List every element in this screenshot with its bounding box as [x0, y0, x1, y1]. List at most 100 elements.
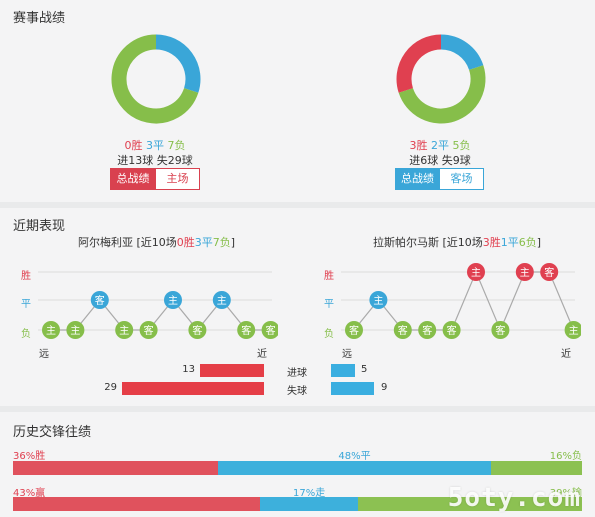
left-draws: 3平	[146, 139, 164, 152]
left-form-point[interactable]	[164, 291, 182, 309]
left-tab-overall[interactable]: 总战绩	[110, 168, 156, 190]
h2h-row1-draw-bar	[217, 461, 491, 475]
left-donut-loss-slice	[111, 34, 199, 124]
left-goals-for-bar	[200, 364, 264, 377]
left-form-point-label: 客	[144, 324, 154, 337]
left-record-summary: 0胜 3平 7负	[90, 137, 220, 153]
left-form-point-label: 客	[241, 324, 251, 337]
record-title: 赛事战绩	[13, 11, 66, 26]
left-donut-draw-slice	[155, 34, 201, 93]
left-goals-against-value: 29	[104, 382, 117, 393]
right-axis-near: 近	[561, 349, 571, 360]
right-form-point-label: 主	[520, 267, 530, 279]
right-form-point-label: 客	[422, 324, 432, 337]
right-donut-draw-slice	[440, 34, 484, 71]
left-goals-for-value: 13	[182, 364, 195, 375]
left-tab-home[interactable]: 主场	[155, 168, 200, 190]
h2h-row2-loss-bar	[357, 497, 582, 511]
h2h-title: 历史交锋往绩	[13, 425, 92, 440]
left-axis-loss: 负	[21, 329, 31, 340]
right-form-point[interactable]	[345, 321, 363, 339]
left-form-point-label: 客	[192, 324, 202, 337]
right-form-point[interactable]	[564, 321, 581, 339]
left-form-draws: 3平	[194, 236, 213, 249]
h2h-row2-win-bar	[13, 497, 261, 511]
right-tab-overall[interactable]: 总战绩	[395, 168, 440, 190]
left-form-chart: 主主客主 客主客主客客	[38, 271, 278, 339]
h2h-row1-win-bar	[13, 461, 218, 475]
h2h-row1-loss-label: 16%负	[549, 451, 582, 462]
right-donut-loss-slice	[398, 65, 486, 124]
right-form-point-label: 客	[495, 324, 505, 337]
right-draws: 2平	[431, 139, 449, 152]
right-form-point[interactable]	[515, 263, 534, 281]
right-wins: 3胜	[409, 139, 428, 152]
h2h-row1-draw-label: 48%平	[338, 451, 371, 462]
h2h-row2-push-label: 17%走	[292, 488, 326, 499]
left-form-line	[51, 299, 271, 331]
left-axis-win: 胜	[21, 271, 31, 282]
right-form-point-label: 客	[398, 324, 408, 337]
left-goals-against-bar	[122, 382, 264, 395]
right-form-draws: 1平	[500, 236, 519, 249]
h2h-row2-win-label: 43%赢	[13, 488, 46, 499]
right-form-point[interactable]	[442, 321, 461, 339]
left-donut-chart	[111, 34, 201, 124]
left-form-point-label: 客	[95, 294, 105, 307]
right-form-point-label: 主	[471, 267, 481, 279]
left-form-point[interactable]	[139, 321, 158, 339]
right-form-chart: 客主客客客主客主 客主	[341, 263, 581, 339]
left-axis-near: 近	[257, 349, 267, 360]
right-form-point-label: 客	[447, 324, 457, 337]
left-form-point[interactable]	[90, 291, 109, 309]
right-form-point[interactable]	[491, 321, 510, 339]
recent-form-panel: 近期表现 阿尔梅利亚 [近10场0胜3平7负] 拉斯帕尔马斯 [近10场3胜1平…	[0, 208, 595, 406]
h2h-panel: 历史交锋往绩 36%胜 48%平 16%负 43%赢 17%走 39%输 5ot…	[0, 412, 595, 517]
right-losses: 5负	[452, 139, 471, 152]
right-axis-loss: 负	[324, 329, 334, 340]
left-form-point-label: 主	[70, 325, 80, 337]
left-form-point[interactable]	[188, 321, 207, 339]
left-form-wins: 0胜	[176, 236, 195, 249]
right-form-point-label: 客	[544, 266, 554, 279]
h2h-row1-loss-bar	[490, 461, 582, 475]
right-tab-away[interactable]: 客场	[439, 168, 484, 190]
right-record-summary: 3胜 2平 5负	[375, 137, 505, 153]
right-goals-for-bar	[331, 364, 355, 377]
right-form-losses: 6负	[518, 236, 537, 249]
right-goals-against-bar	[331, 382, 374, 395]
right-goals-against-value: 9	[381, 382, 388, 393]
left-axis-draw: 平	[21, 299, 31, 310]
h2h-row2-loss-label: 39%输	[549, 488, 582, 499]
watermark-logo: 5oty.com	[447, 483, 581, 513]
right-form-wins: 3胜	[482, 236, 501, 249]
recent-title: 近期表现	[13, 219, 66, 234]
right-form-header: 拉斯帕尔马斯 [近10场3胜1平6负]	[373, 236, 542, 249]
right-form-point[interactable]	[540, 263, 559, 281]
left-axis-far: 远	[39, 349, 49, 360]
right-form-point-label: 主	[569, 325, 579, 337]
right-form-point[interactable]	[418, 321, 437, 339]
left-form-point[interactable]	[66, 321, 85, 339]
right-form-point-label: 客	[349, 324, 359, 337]
right-form-point-label: 主	[373, 295, 383, 307]
right-team-name: 拉斯帕尔马斯	[373, 236, 439, 249]
right-form-point[interactable]	[369, 291, 388, 309]
record-panel: 赛事战绩 0胜 3平 7负 进13球 失29球 总战绩 主场 3胜 2平 5负 …	[0, 0, 595, 202]
left-form-point[interactable]	[115, 321, 134, 339]
left-form-point-label: 主	[46, 325, 56, 337]
left-form-point-label: 主	[119, 325, 129, 337]
left-form-point[interactable]	[212, 291, 231, 309]
right-goals-for-value: 5	[361, 364, 368, 375]
left-form-point[interactable]	[237, 321, 256, 339]
goals-against-label: 失球	[287, 386, 307, 397]
left-form-header: 阿尔梅利亚 [近10场0胜3平7负]	[78, 236, 236, 249]
goals-for-label: 进球	[287, 368, 307, 379]
right-form-point[interactable]	[393, 321, 412, 339]
right-form-point[interactable]	[467, 263, 485, 281]
left-form-point[interactable]	[261, 321, 278, 339]
left-form-point-label: 客	[266, 324, 276, 337]
h2h-row1-win-label: 36%胜	[13, 451, 46, 462]
left-form-point[interactable]	[42, 321, 60, 339]
right-form-line	[353, 270, 575, 332]
